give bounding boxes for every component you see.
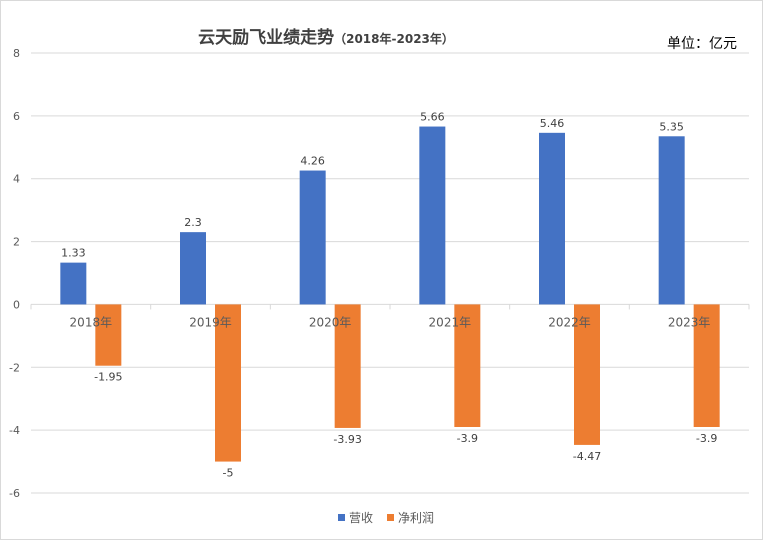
net-profit-bar bbox=[574, 304, 600, 445]
revenue-bar bbox=[299, 170, 326, 305]
net-profit-bar bbox=[334, 304, 361, 428]
revenue-bar bbox=[658, 136, 685, 305]
data-labels: 1.33 -1.95 2.3 -5 4.26 -3.93 5.66 -3.9 5.46 -4.47… bbox=[61, 111, 717, 480]
legend: 营收 净利润 bbox=[338, 511, 434, 525]
chart-title-main: 云天励飞业绩走势 bbox=[198, 27, 334, 48]
net-profit-data-label: -1.95 bbox=[94, 371, 122, 384]
y-tick-label: 6 bbox=[13, 110, 20, 123]
y-tick-label: 4 bbox=[13, 173, 20, 186]
x-axis-categories: 2018年 2019年 2020年 2021年 2022年 2023年 bbox=[70, 315, 711, 329]
net-profit-data-label: -3.9 bbox=[696, 432, 717, 445]
y-tick-label: 8 bbox=[13, 47, 20, 60]
chart-title: 云天励飞业绩走势（2018年-2023年） bbox=[198, 27, 454, 48]
x-category-label: 2018年 bbox=[70, 315, 113, 329]
y-axis-ticks: 8 6 4 2 0 -2 -4 -6 bbox=[9, 47, 20, 500]
net-profit-bar bbox=[95, 304, 122, 366]
revenue-data-label: 1.33 bbox=[61, 247, 86, 260]
net-profit-data-label: -3.9 bbox=[457, 432, 478, 445]
net-profit-bar bbox=[454, 304, 481, 427]
y-tick-label: -6 bbox=[9, 487, 20, 500]
legend-swatch-revenue bbox=[338, 514, 345, 521]
revenue-data-label: 5.35 bbox=[659, 120, 684, 133]
revenue-bar bbox=[60, 262, 87, 305]
x-category-label: 2022年 bbox=[548, 315, 591, 329]
y-tick-label: 2 bbox=[13, 236, 20, 249]
bars bbox=[60, 126, 720, 462]
revenue-data-label: 4.26 bbox=[300, 155, 325, 168]
x-category-label: 2019年 bbox=[189, 315, 232, 329]
y-tick-label: -2 bbox=[9, 361, 20, 374]
x-category-label: 2021年 bbox=[429, 315, 472, 329]
revenue-bar bbox=[180, 232, 206, 305]
net-profit-data-label: -5 bbox=[223, 467, 234, 480]
net-profit-data-label: -3.93 bbox=[333, 433, 361, 446]
x-category-label: 2023年 bbox=[668, 315, 711, 329]
legend-label-net-profit: 净利润 bbox=[398, 511, 434, 525]
y-tick-label: -4 bbox=[9, 424, 20, 437]
y-tick-label: 0 bbox=[13, 298, 20, 311]
unit-label: 单位：亿元 bbox=[667, 36, 737, 52]
legend-swatch-net-profit bbox=[387, 514, 394, 521]
x-category-label: 2020年 bbox=[309, 315, 352, 329]
revenue-data-label: 5.46 bbox=[540, 117, 565, 130]
chart-subtitle: （2018年-2023年） bbox=[334, 31, 454, 46]
revenue-data-label: 5.66 bbox=[420, 111, 445, 124]
gridlines bbox=[30, 52, 750, 494]
net-profit-bar bbox=[693, 304, 720, 427]
revenue-bar bbox=[539, 132, 565, 305]
legend-label-revenue: 营收 bbox=[349, 511, 373, 525]
net-profit-bar bbox=[215, 304, 241, 462]
revenue-bar bbox=[419, 126, 446, 305]
net-profit-data-label: -4.47 bbox=[573, 450, 601, 463]
revenue-data-label: 2.3 bbox=[184, 216, 202, 229]
